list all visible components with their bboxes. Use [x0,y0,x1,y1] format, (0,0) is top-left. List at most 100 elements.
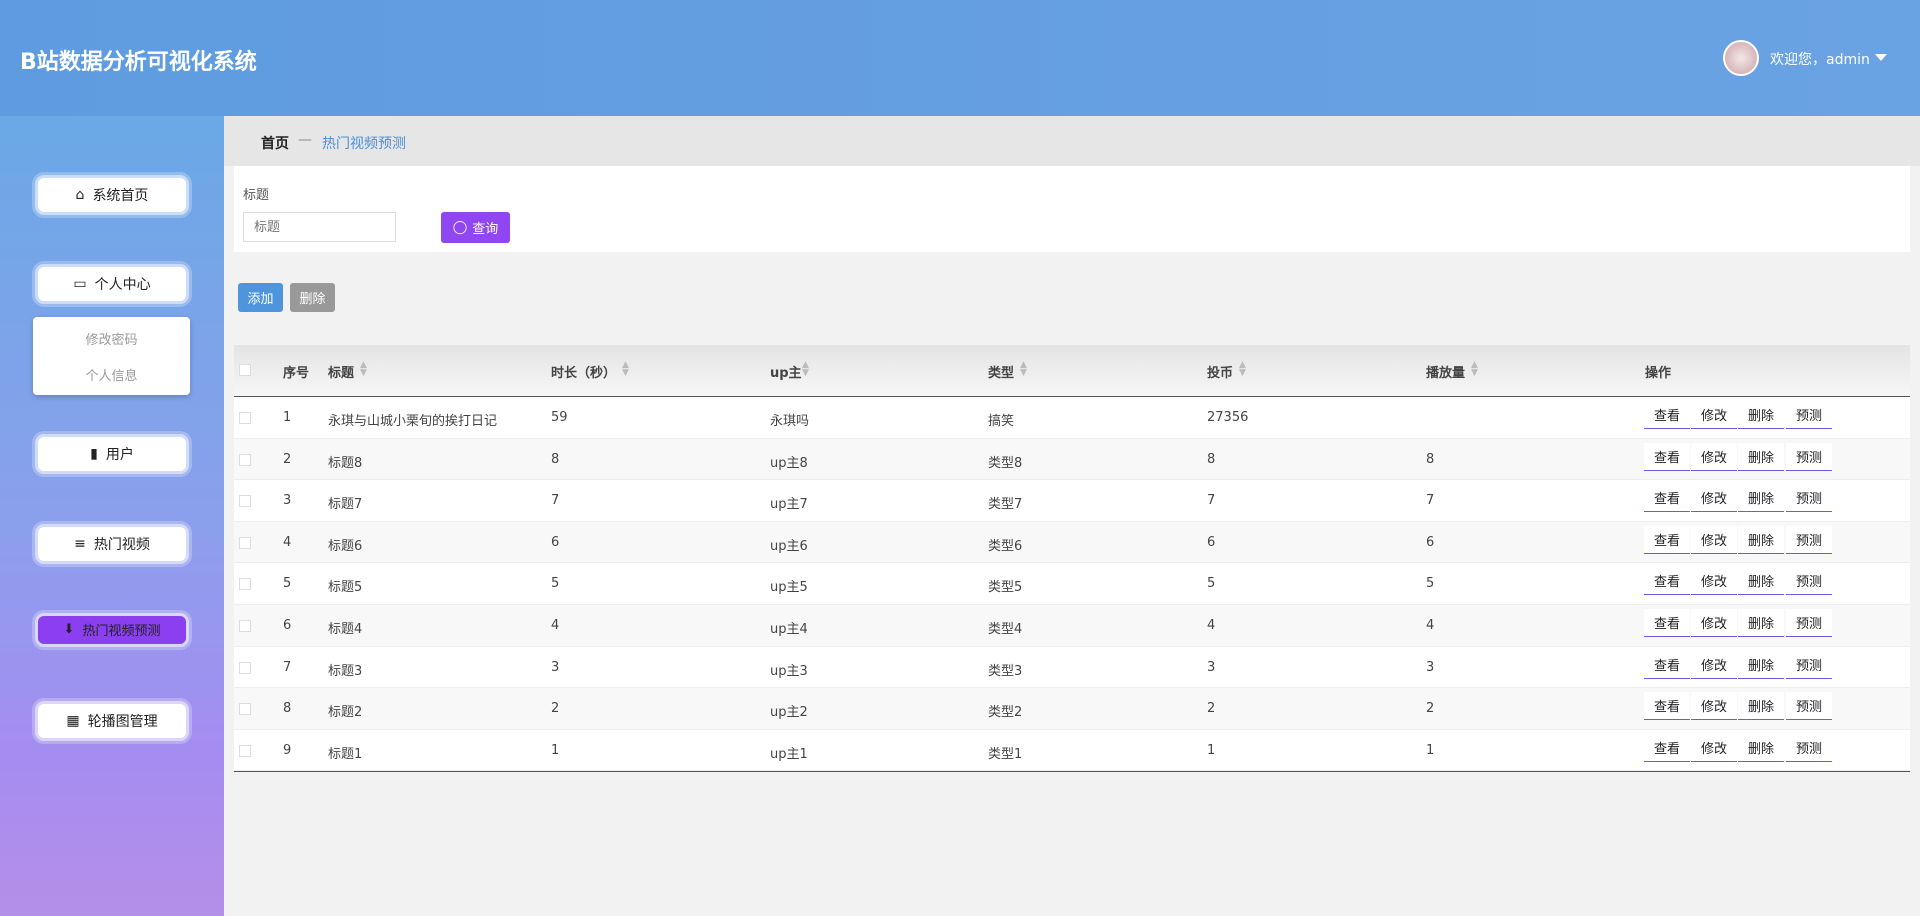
sidebar [0,116,224,916]
table-row [234,480,1910,522]
menu-item[interactable]: ≡ 热门视频 [38,527,186,561]
menu-icon: ▭ [73,276,87,292]
action-button[interactable]: 预测 [1786,692,1833,721]
row-checkbox[interactable] [239,412,251,424]
delete-button[interactable]: 删除 [290,283,335,312]
sort-icon[interactable]: ▲ ▼ [360,360,367,378]
action-button[interactable]: 查看 [1644,525,1691,554]
column-header[interactable]: 标题 [328,366,355,381]
column-header[interactable]: 类型 [988,366,1015,381]
user-greeting[interactable]: 欢迎您，admin [1770,52,1870,68]
action-button[interactable]: 删除 [1738,650,1785,679]
column-header[interactable]: up主 [770,366,802,381]
action-button[interactable]: 预测 [1786,525,1833,554]
row-checkbox[interactable] [239,744,251,757]
row-checkbox[interactable] [239,620,251,632]
action-button[interactable]: 删除 [1738,484,1785,513]
sort-icon[interactable]: ▲ ▼ [1471,360,1478,378]
action-button[interactable]: 修改 [1691,650,1738,679]
menu-icon: ⬇ [63,622,75,637]
avatar[interactable] [1723,40,1759,76]
table-cell: 5 [283,576,292,592]
action-button[interactable]: 删除 [1738,733,1785,762]
menu-item[interactable]: ▭ 个人中心 [38,267,186,301]
menu-icon: ▦ [66,713,80,729]
sort-icon[interactable]: ▲ ▼ [622,360,629,378]
select-all[interactable] [239,364,251,376]
column-header[interactable]: 播放量 [1426,366,1466,381]
table-row [234,563,1910,605]
menu-icon: ≡ [74,536,86,552]
row-checkbox[interactable] [239,578,251,591]
action-button[interactable]: 查看 [1644,442,1691,471]
action-button[interactable]: 删除 [1738,567,1785,596]
action-button[interactable]: 查看 [1644,733,1691,762]
action-button[interactable]: 查看 [1644,484,1691,513]
table-row [234,521,1910,564]
menu-item[interactable]: ⌂ 系统首页 [38,178,186,212]
search-button-label: 查询 [472,222,499,237]
row-checkbox[interactable] [239,536,251,549]
table-cell: 类型4 [988,622,1023,637]
menu-item[interactable]: ⬇ 热门视频预测 [38,616,186,644]
action-button[interactable]: 删除 [1738,525,1785,554]
action-button[interactable]: 查看 [1644,650,1691,679]
row-checkbox[interactable] [239,453,251,466]
search-input[interactable] [243,212,396,242]
action-button[interactable]: 删除 [1738,401,1785,429]
action-button[interactable]: 删除 [1738,692,1785,721]
table-cell: 3 [283,493,292,509]
table-cell: 5 [1207,576,1216,592]
action-button[interactable]: 修改 [1691,484,1738,513]
action-button[interactable]: 查看 [1644,567,1691,596]
table-cell: 1 [1426,742,1435,758]
header [0,0,1920,116]
table-cell: 4 [551,618,560,633]
action-button[interactable]: 修改 [1691,525,1738,554]
search-button[interactable]: ◯ 查询 [441,212,510,243]
breadcrumb-home[interactable]: 首页 [261,136,289,152]
action-button[interactable]: 修改 [1691,692,1738,721]
table-cell: 永琪吗 [770,414,810,429]
action-button[interactable]: 修改 [1691,401,1738,429]
sort-icon[interactable]: ▲ ▼ [1020,360,1027,378]
table-row [234,688,1910,730]
menu-item[interactable]: ▮ 用户 [38,437,186,471]
table-cell: 27356 [1207,410,1249,425]
action-button[interactable]: 预测 [1786,484,1833,513]
table-cell: 7 [1426,493,1435,509]
submenu-item[interactable]: 修改密码 [85,333,138,348]
row-checkbox[interactable] [239,661,251,674]
table-cell: 永琪与山城小栗旬的挨打日记 [328,414,498,429]
action-button[interactable]: 预测 [1786,609,1833,637]
sort-icon[interactable]: ▲ ▼ [802,360,809,378]
action-button[interactable]: 预测 [1786,442,1833,471]
dropdown-caret[interactable] [1875,54,1887,67]
action-button[interactable]: 修改 [1691,567,1738,596]
action-button[interactable]: 预测 [1786,401,1833,429]
action-button[interactable]: 修改 [1691,733,1738,762]
action-button[interactable]: 查看 [1644,609,1691,637]
action-button[interactable]: 查看 [1644,692,1691,721]
action-button[interactable]: 查看 [1644,401,1691,429]
row-checkbox[interactable] [239,495,251,508]
table-cell: 4 [283,534,292,550]
action-button[interactable]: 修改 [1691,609,1738,637]
action-button[interactable]: 删除 [1738,442,1785,471]
action-button[interactable]: 修改 [1691,442,1738,471]
column-header[interactable]: 时长（秒） [551,366,617,381]
action-button[interactable]: 预测 [1786,567,1833,596]
submenu-item[interactable]: 个人信息 [85,369,138,384]
column-header[interactable]: 投币 [1207,366,1234,381]
action-button[interactable]: 预测 [1786,733,1833,762]
table-cell: up主8 [770,455,808,471]
column-header: 序号 [283,366,310,381]
menu-label: 热门视频 [93,537,150,553]
table-cell: 4 [1207,618,1216,633]
row-checkbox[interactable] [239,703,251,716]
menu-item[interactable]: ▦ 轮播图管理 [38,704,186,738]
add-button[interactable]: 添加 [238,283,283,312]
action-button[interactable]: 预测 [1786,650,1833,679]
action-button[interactable]: 删除 [1738,609,1785,637]
sort-icon[interactable]: ▲ ▼ [1239,360,1246,378]
